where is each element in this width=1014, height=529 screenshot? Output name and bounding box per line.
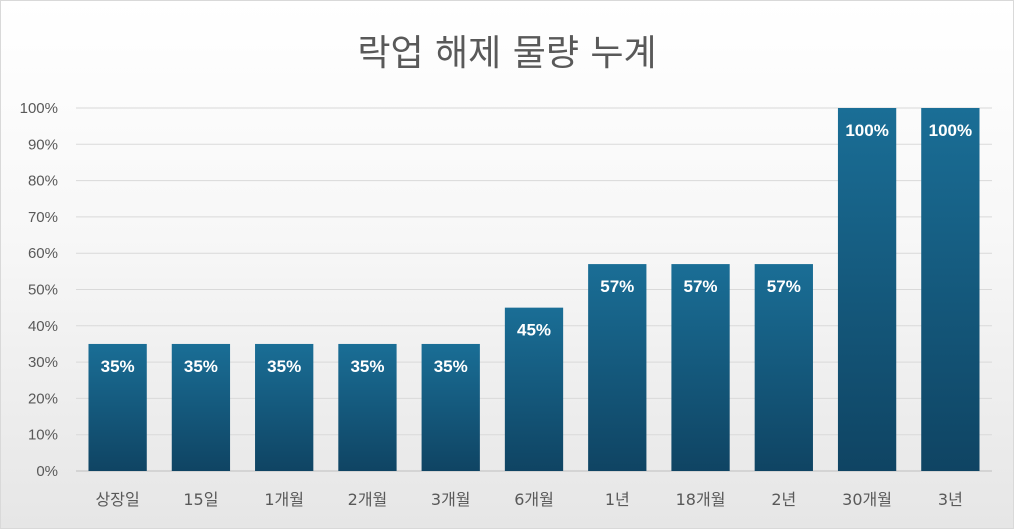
- y-tick-label: 60%: [28, 245, 58, 262]
- bar-5: [421, 343, 480, 471]
- bar-1: [88, 343, 147, 471]
- bar-3: [255, 343, 314, 471]
- data-label: 45%: [517, 321, 551, 340]
- bar-7: [588, 264, 647, 471]
- x-tick-label: 1년: [605, 490, 630, 509]
- bar-8: [671, 264, 730, 471]
- x-tick-label: 3년: [938, 490, 963, 509]
- y-tick-label: 100%: [20, 100, 58, 117]
- chart-title: 락업 해제 물량 누계: [357, 33, 656, 74]
- y-tick-label: 10%: [28, 427, 58, 444]
- data-label: 35%: [267, 357, 301, 376]
- x-axis-ticks: 상장일 15일 1개월 2개월 3개월 6개월 1년 18개월 2년 30개월 3년: [96, 490, 963, 509]
- y-axis-ticks: 0% 10% 20% 30% 40% 50% 60% 70% 80% 90% 100%: [20, 100, 58, 480]
- x-tick-label: 2년: [771, 490, 796, 509]
- data-label: 35%: [101, 357, 135, 376]
- x-tick-label: 18개월: [676, 490, 726, 509]
- bar-2: [171, 343, 231, 471]
- bar-4: [338, 343, 397, 471]
- bar-6: [504, 307, 564, 471]
- x-tick-label: 15일: [183, 490, 218, 509]
- y-tick-label: 0%: [36, 463, 58, 480]
- data-label: 57%: [767, 277, 801, 296]
- bars: [88, 108, 980, 471]
- x-tick-label: 3개월: [431, 490, 471, 509]
- data-label: 35%: [184, 357, 218, 376]
- data-label: 57%: [684, 277, 718, 296]
- x-tick-label: 30개월: [842, 490, 892, 509]
- x-tick-label: 6개월: [514, 490, 554, 509]
- data-label: 100%: [845, 121, 888, 140]
- y-tick-label: 90%: [28, 136, 58, 153]
- y-tick-label: 50%: [28, 282, 58, 299]
- y-tick-label: 40%: [28, 318, 58, 335]
- y-tick-label: 70%: [28, 209, 58, 226]
- y-tick-label: 30%: [28, 354, 58, 371]
- data-label: 35%: [350, 357, 384, 376]
- x-tick-label: 1개월: [264, 490, 304, 509]
- x-tick-label: 상장일: [96, 490, 140, 509]
- bar-10: [837, 108, 897, 471]
- data-label: 100%: [929, 121, 972, 140]
- data-labels: 35% 35% 35% 35% 35% 45% 57% 57% 57% 100% 100%: [101, 121, 972, 376]
- bar-11: [921, 108, 980, 471]
- bar-9: [754, 264, 813, 471]
- y-tick-label: 80%: [28, 173, 58, 190]
- data-label: 35%: [434, 357, 468, 376]
- x-tick-label: 2개월: [348, 490, 388, 509]
- y-tick-label: 20%: [28, 390, 58, 407]
- data-label: 57%: [600, 277, 634, 296]
